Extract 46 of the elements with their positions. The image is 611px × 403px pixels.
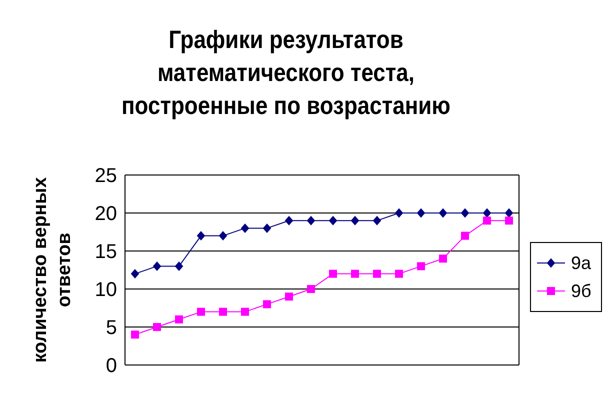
point xyxy=(219,231,227,240)
point xyxy=(175,262,183,271)
y-tick-label: 10 xyxy=(94,279,117,302)
point xyxy=(483,216,491,225)
point xyxy=(351,270,359,278)
y-tick-label: 20 xyxy=(94,203,117,226)
point xyxy=(219,308,227,316)
point xyxy=(153,323,161,331)
point xyxy=(395,270,403,278)
point xyxy=(439,208,447,218)
chart-title: Графики результатов математического теста, построенные по возрастанию xyxy=(120,25,452,122)
point xyxy=(131,269,139,278)
y-tick-label: 0 xyxy=(106,355,117,378)
point xyxy=(131,330,139,339)
point xyxy=(373,270,381,278)
y-axis-title: количество верных ответов xyxy=(30,176,75,363)
point xyxy=(395,208,403,218)
point xyxy=(197,308,205,316)
y-tick-label: 5 xyxy=(106,317,117,340)
point xyxy=(329,216,337,226)
point xyxy=(307,285,315,293)
point xyxy=(461,232,469,240)
point xyxy=(373,216,381,226)
point xyxy=(417,208,425,218)
legend-label: 9а xyxy=(571,252,592,274)
point xyxy=(263,224,271,233)
point xyxy=(439,254,447,263)
y-tick-label: 15 xyxy=(94,241,117,264)
point xyxy=(241,308,249,316)
point xyxy=(241,224,249,233)
point xyxy=(285,216,293,226)
y-tick-label: 25 xyxy=(94,165,117,188)
point xyxy=(197,231,205,240)
point xyxy=(329,270,337,278)
point xyxy=(285,292,293,301)
point xyxy=(505,208,513,218)
point xyxy=(307,216,315,226)
point xyxy=(153,262,161,271)
point xyxy=(461,208,469,218)
point xyxy=(505,216,513,225)
legend-label: 9б xyxy=(571,280,592,302)
point xyxy=(263,300,271,308)
point xyxy=(175,315,183,324)
point xyxy=(417,262,425,270)
point xyxy=(351,216,359,226)
point xyxy=(483,208,491,218)
